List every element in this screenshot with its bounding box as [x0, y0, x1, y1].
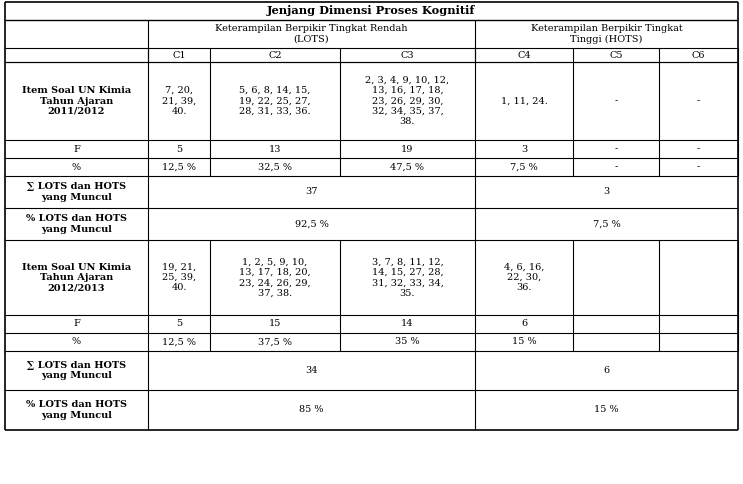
Text: -: - [614, 163, 617, 171]
Text: 7,5 %: 7,5 % [510, 163, 538, 171]
Text: C2: C2 [268, 50, 282, 60]
Text: 6: 6 [603, 366, 609, 375]
Text: 7,5 %: 7,5 % [593, 220, 620, 228]
Text: C6: C6 [692, 50, 705, 60]
Text: -: - [614, 96, 617, 106]
Text: Keterampilan Berpikir Tingkat
Tinggi (HOTS): Keterampilan Berpikir Tingkat Tinggi (HO… [531, 24, 682, 44]
Text: Jenjang Dimensi Proses Kognitif: Jenjang Dimensi Proses Kognitif [267, 5, 476, 16]
Text: 34: 34 [305, 366, 318, 375]
Text: C1: C1 [172, 50, 186, 60]
Text: 7, 20,
21, 39,
40.: 7, 20, 21, 39, 40. [162, 86, 196, 116]
Text: 4, 6, 16,
22, 30,
36.: 4, 6, 16, 22, 30, 36. [504, 263, 544, 292]
Text: -: - [697, 163, 700, 171]
Text: 35 %: 35 % [395, 337, 420, 347]
Text: C5: C5 [609, 50, 623, 60]
Text: 37,5 %: 37,5 % [258, 337, 292, 347]
Text: 5: 5 [176, 319, 182, 329]
Text: Item Soal UN Kimia
Tahun Ajaran
2012/2013: Item Soal UN Kimia Tahun Ajaran 2012/201… [22, 263, 131, 292]
Text: 14: 14 [401, 319, 414, 329]
Text: Keterampilan Berpikir Tingkat Rendah
(LOTS): Keterampilan Berpikir Tingkat Rendah (LO… [215, 24, 408, 44]
Text: % LOTS dan HOTS
yang Muncul: % LOTS dan HOTS yang Muncul [26, 400, 127, 420]
Text: 3, 7, 8, 11, 12,
14, 15, 27, 28,
31, 32, 33, 34,
35.: 3, 7, 8, 11, 12, 14, 15, 27, 28, 31, 32,… [372, 257, 444, 298]
Text: Item Soal UN Kimia
Tahun Ajaran
2011/2012: Item Soal UN Kimia Tahun Ajaran 2011/201… [22, 86, 131, 116]
Text: %: % [72, 163, 81, 171]
Text: 5, 6, 8, 14, 15,
19, 22, 25, 27,
28, 31, 33, 36.: 5, 6, 8, 14, 15, 19, 22, 25, 27, 28, 31,… [239, 86, 311, 116]
Text: 12,5 %: 12,5 % [162, 163, 196, 171]
Text: C3: C3 [400, 50, 415, 60]
Text: F: F [73, 319, 80, 329]
Text: ∑ LOTS dan HOTS
yang Muncul: ∑ LOTS dan HOTS yang Muncul [27, 182, 126, 202]
Text: 12,5 %: 12,5 % [162, 337, 196, 347]
Text: 5: 5 [176, 145, 182, 153]
Text: 1, 11, 24.: 1, 11, 24. [501, 96, 548, 106]
Text: -: - [614, 145, 617, 153]
Text: C4: C4 [517, 50, 531, 60]
Text: 15 %: 15 % [594, 406, 619, 414]
Text: %: % [72, 337, 81, 347]
Text: 32,5 %: 32,5 % [258, 163, 292, 171]
Text: % LOTS dan HOTS
yang Muncul: % LOTS dan HOTS yang Muncul [26, 214, 127, 234]
Text: 15 %: 15 % [512, 337, 536, 347]
Text: 2, 3, 4, 9, 10, 12,
13, 16, 17, 18,
23, 26, 29, 30,
32, 34, 35, 37,
38.: 2, 3, 4, 9, 10, 12, 13, 16, 17, 18, 23, … [366, 76, 450, 126]
Text: 1, 2, 5, 9, 10,
13, 17, 18, 20,
23, 24, 26, 29,
37, 38.: 1, 2, 5, 9, 10, 13, 17, 18, 20, 23, 24, … [239, 257, 311, 298]
Text: -: - [697, 96, 700, 106]
Text: 19: 19 [401, 145, 414, 153]
Text: 47,5 %: 47,5 % [391, 163, 424, 171]
Text: 13: 13 [269, 145, 282, 153]
Text: 19, 21,
25, 39,
40.: 19, 21, 25, 39, 40. [162, 263, 196, 292]
Text: 3: 3 [603, 187, 609, 197]
Text: ∑ LOTS dan HOTS
yang Muncul: ∑ LOTS dan HOTS yang Muncul [27, 361, 126, 380]
Text: 6: 6 [521, 319, 527, 329]
Text: 85 %: 85 % [299, 406, 324, 414]
Text: 3: 3 [521, 145, 527, 153]
Text: 37: 37 [305, 187, 318, 197]
Text: 92,5 %: 92,5 % [294, 220, 328, 228]
Text: 15: 15 [269, 319, 281, 329]
Text: -: - [697, 145, 700, 153]
Text: F: F [73, 145, 80, 153]
